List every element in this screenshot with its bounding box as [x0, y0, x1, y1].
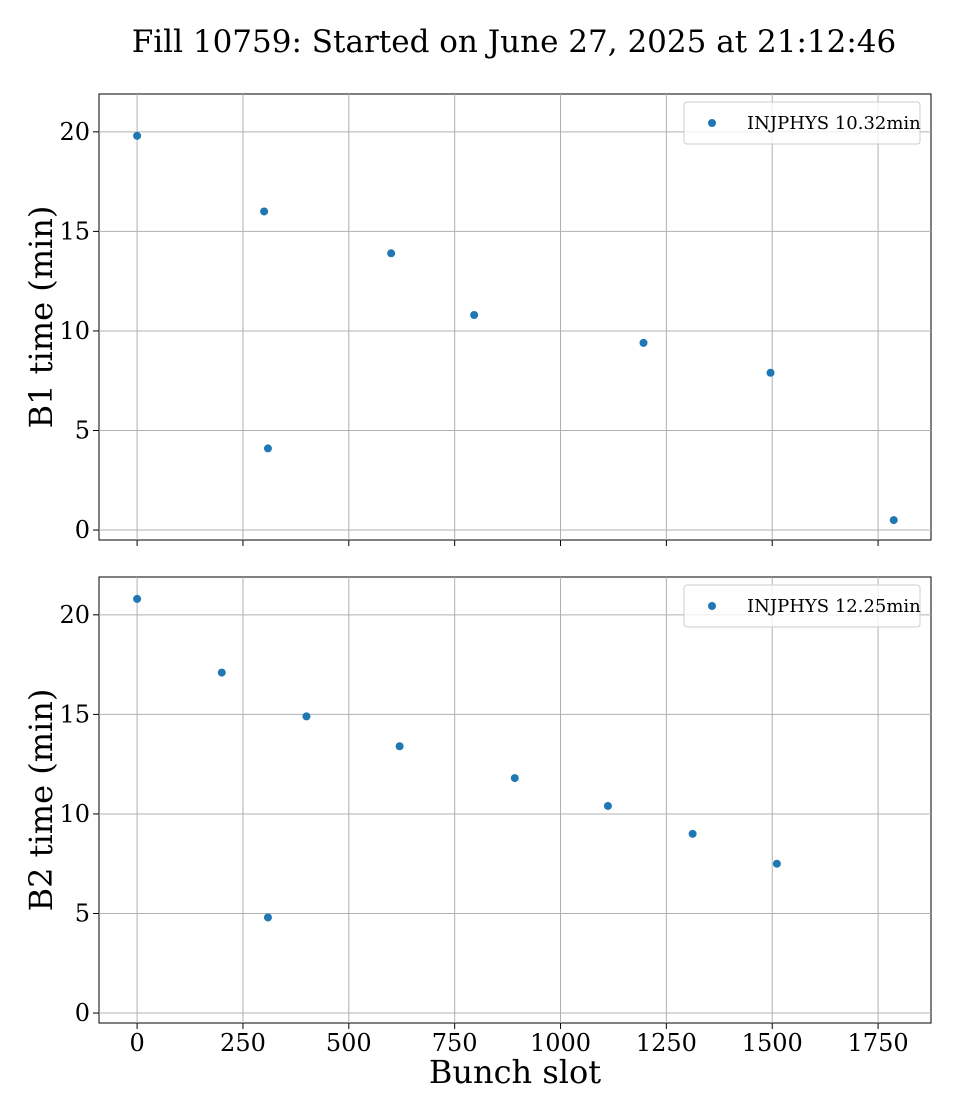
y-tick-label: 20: [59, 601, 90, 629]
data-point: [133, 594, 142, 603]
x-tick-label: 1500: [742, 1029, 803, 1057]
data-point: [302, 712, 311, 721]
legend: INJPHYS 12.25min: [683, 584, 921, 628]
data-point: [639, 338, 648, 347]
y-axis: 0 5 10 15 20: [59, 118, 99, 544]
legend-marker: [708, 119, 716, 127]
y-tick-label: 5: [75, 899, 90, 927]
data-point: [133, 131, 142, 140]
chart-b1: 0 5 10 15 20 B1 time (min) INJPHYS 10.32min: [22, 93, 932, 546]
x-tick-label: 1000: [530, 1029, 591, 1057]
y-axis: 0 5 10 15 20: [59, 601, 99, 1027]
data-point: [387, 249, 396, 258]
x-tick-label: 1250: [636, 1029, 697, 1057]
legend: INJPHYS 10.32min: [683, 101, 921, 145]
legend-box: [683, 584, 921, 628]
legend-label: INJPHYS 12.25min: [747, 596, 921, 617]
plot-frame: [98, 576, 932, 1024]
x-tick-label: 1750: [848, 1029, 909, 1057]
y-tick-label: 15: [59, 217, 90, 245]
y-tick-label: 0: [75, 999, 90, 1027]
legend-box: [683, 101, 921, 145]
y-tick-label: 15: [59, 700, 90, 728]
y-tick-label: 0: [75, 516, 90, 544]
data-point: [217, 668, 226, 677]
legend-label: INJPHYS 10.32min: [747, 113, 921, 134]
data-point: [395, 742, 404, 751]
x-tick-label: 0: [129, 1029, 144, 1057]
chart-b2: 0 250 500 750 1000 1250 1500 1750 0 5 10 15 20 B2 t…: [22, 576, 932, 1091]
data-point: [260, 207, 269, 216]
data-point: [510, 774, 519, 783]
grid: [99, 94, 931, 540]
data-point: [263, 913, 272, 922]
y-tick-label: 10: [59, 317, 90, 345]
y-tick-label: 5: [75, 416, 90, 444]
legend-marker: [708, 602, 716, 610]
figure-title: Fill 10759: Started on June 27, 2025 at …: [132, 24, 896, 60]
x-axis: [136, 540, 879, 546]
data-point: [263, 444, 272, 453]
x-tick-label: 750: [432, 1029, 478, 1057]
x-tick-label: 500: [326, 1029, 372, 1057]
x-axis: 0 250 500 750 1000 1250 1500 1750: [129, 1023, 909, 1057]
x-tick-label: 250: [220, 1029, 266, 1057]
data-point: [603, 801, 612, 810]
y-tick-label: 20: [59, 118, 90, 146]
plot-frame: [98, 93, 932, 541]
x-axis-label: Bunch slot: [429, 1053, 601, 1091]
data-points: [133, 131, 898, 525]
data-point: [889, 516, 898, 525]
data-point: [766, 368, 775, 377]
data-point: [688, 829, 697, 838]
data-point: [772, 859, 781, 868]
grid: [99, 577, 931, 1023]
y-axis-label: B2 time (min): [22, 689, 60, 912]
y-axis-label: B1 time (min): [22, 206, 60, 429]
y-tick-label: 10: [59, 800, 90, 828]
data-points: [133, 594, 781, 922]
data-point: [470, 311, 479, 320]
